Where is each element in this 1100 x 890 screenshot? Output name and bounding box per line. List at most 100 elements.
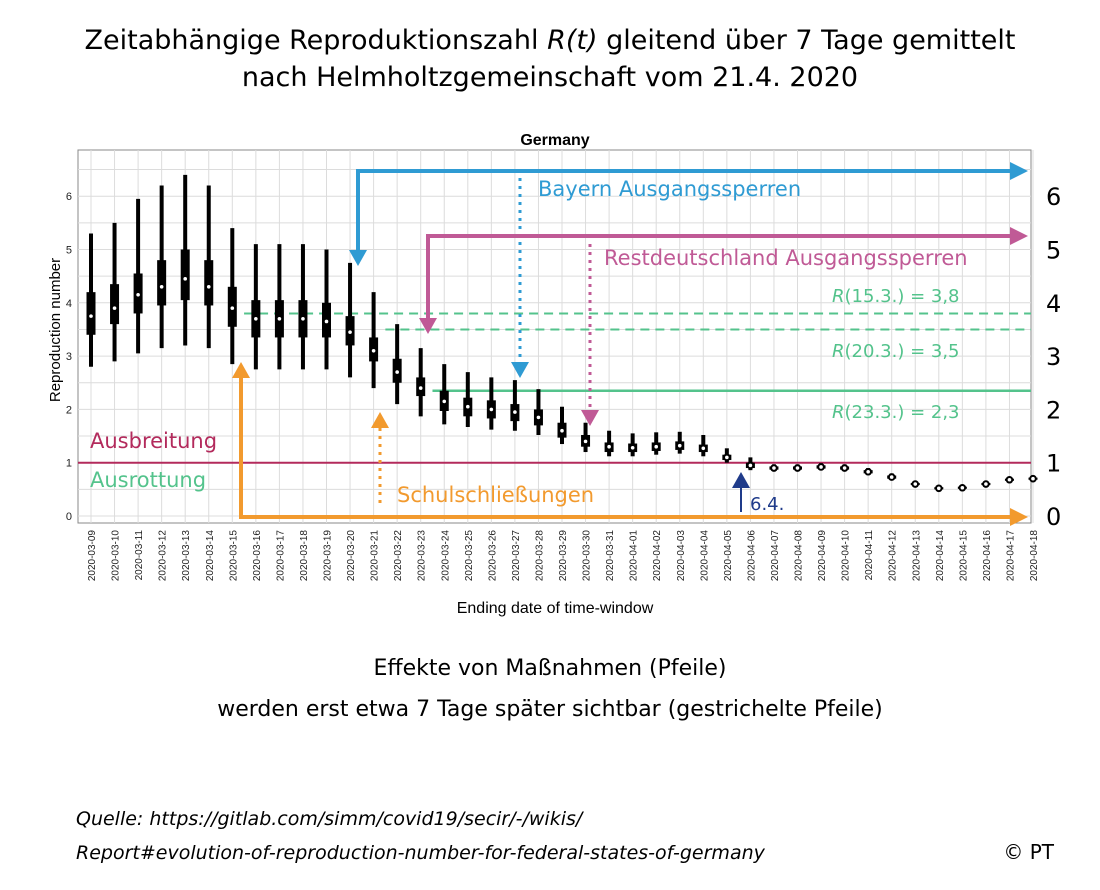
median-dot bbox=[418, 386, 423, 390]
boxplot-2020-03-30 bbox=[581, 422, 591, 453]
median-dot bbox=[206, 285, 211, 289]
median-dot bbox=[560, 428, 564, 433]
box bbox=[110, 284, 120, 325]
boxplot-2020-04-15 bbox=[957, 483, 967, 492]
boxplot-2020-04-09 bbox=[816, 463, 826, 471]
schule-arrow-head-up bbox=[232, 362, 250, 378]
median-dot bbox=[654, 444, 658, 449]
boxplot-2020-04-02 bbox=[651, 432, 661, 455]
x-tick-label: 2020-03-20 bbox=[346, 530, 357, 582]
x-tick-label: 2020-03-14 bbox=[205, 530, 216, 582]
right-axis-tick: 2 bbox=[1046, 396, 1061, 424]
boxplot-2020-03-15 bbox=[227, 228, 237, 365]
median-dot bbox=[395, 370, 399, 374]
median-dot bbox=[889, 475, 894, 479]
boxplot-2020-03-27 bbox=[510, 380, 520, 431]
x-tick-label: 2020-03-18 bbox=[299, 530, 310, 582]
boxplot-2020-04-17 bbox=[1004, 475, 1014, 484]
title-rt: R(t) bbox=[547, 25, 598, 56]
main-title-line1: Zeitabhängige Reproduktionszahl R(t) gle… bbox=[0, 24, 1100, 58]
boxplot-2020-04-08 bbox=[793, 464, 802, 472]
x-tick-label: 2020-04-17 bbox=[1005, 530, 1016, 582]
x-tick-label: 2020-03-22 bbox=[393, 530, 404, 582]
boxplot-2020-03-25 bbox=[463, 372, 473, 427]
x-axis-label: Ending date of time-window bbox=[457, 600, 654, 617]
annotation-arrows bbox=[232, 162, 1028, 526]
bayern-dotted-head bbox=[511, 362, 529, 378]
y-tick-label: 2 bbox=[66, 404, 72, 416]
boxplot-2020-04-06 bbox=[745, 457, 755, 471]
x-tick-label: 2020-04-14 bbox=[935, 530, 946, 582]
median-dot bbox=[583, 439, 588, 444]
median-dot bbox=[1031, 476, 1035, 481]
x-tick-label: 2020-04-16 bbox=[982, 530, 993, 582]
median-dot bbox=[230, 306, 235, 310]
y-tick-label: 5 bbox=[66, 245, 72, 257]
x-tick-label: 2020-03-29 bbox=[558, 530, 569, 582]
reference-lines bbox=[78, 312, 1031, 464]
boxplot-2020-03-29 bbox=[557, 406, 567, 445]
x-tick-label: 2020-04-01 bbox=[629, 530, 640, 582]
median-dot bbox=[913, 482, 918, 486]
date-64-arrow-head bbox=[732, 472, 750, 488]
median-dot bbox=[842, 466, 847, 470]
schule-label: Schulschließungen bbox=[397, 483, 594, 507]
boxplot-2020-04-04 bbox=[698, 434, 708, 457]
median-dot bbox=[772, 466, 776, 470]
r233-text: (23.3.) = 2,3 bbox=[845, 402, 960, 423]
boxplot-2020-03-17 bbox=[274, 244, 284, 370]
schule-arrow bbox=[239, 378, 1010, 519]
x-tick-label: 2020-03-10 bbox=[111, 530, 122, 582]
median-dot bbox=[630, 445, 635, 450]
right-axis-tick: 0 bbox=[1046, 503, 1061, 531]
x-tick-label: 2020-04-05 bbox=[723, 530, 734, 582]
boxplot-2020-04-05 bbox=[722, 448, 732, 463]
title-prefix: Zeitabhängige Reproduktionszahl bbox=[84, 25, 548, 56]
box bbox=[204, 260, 214, 306]
x-tick-label: 2020-04-13 bbox=[911, 530, 922, 582]
median-dot bbox=[371, 348, 376, 353]
r153-text: (15.3.) = 3,8 bbox=[845, 286, 960, 307]
copyright: © PT bbox=[1003, 840, 1054, 864]
footer-line2: werden erst etwa 7 Tage später sichtbar … bbox=[217, 697, 883, 722]
right-axis-tick: 5 bbox=[1046, 237, 1061, 265]
y-tick-label: 6 bbox=[66, 191, 72, 203]
x-tick-label: 2020-04-02 bbox=[652, 530, 663, 582]
y-tick-label: 4 bbox=[66, 298, 72, 310]
boxplot-2020-04-03 bbox=[675, 431, 685, 454]
boxplot-2020-04-13 bbox=[910, 480, 920, 488]
median-dot bbox=[324, 319, 329, 324]
median-dot bbox=[513, 410, 517, 414]
y-tick-label: 3 bbox=[66, 351, 72, 363]
x-tick-label: 2020-03-31 bbox=[605, 530, 616, 582]
boxplot-2020-03-16 bbox=[251, 244, 261, 370]
x-tick-label: 2020-03-12 bbox=[158, 530, 169, 582]
median-dot bbox=[701, 446, 706, 451]
schule-arrow-head-right bbox=[1010, 508, 1028, 526]
source-line1: Quelle: https://gitlab.com/simm/covid19/… bbox=[76, 808, 583, 830]
reproduction-chart: 0 1 2 3 4 5 6 Germany Reproduction number Endi… bbox=[47, 132, 1061, 617]
boxplot-2020-03-23 bbox=[416, 348, 426, 417]
x-tick-label: 2020-04-07 bbox=[770, 530, 781, 582]
boxplot-2020-04-14 bbox=[934, 484, 944, 493]
x-tick-label: 2020-04-11 bbox=[864, 530, 875, 581]
right-axis-tick: 4 bbox=[1046, 290, 1061, 318]
median-dot bbox=[725, 455, 729, 460]
median-dot bbox=[536, 415, 541, 420]
title-suffix: gleitend über 7 Tage gemittelt bbox=[597, 25, 1016, 56]
boxplot-2020-04-07 bbox=[769, 464, 779, 472]
right-axis: 0 1 2 3 4 5 6 bbox=[1046, 183, 1061, 531]
chart-title: Germany bbox=[520, 132, 589, 149]
schule-dotted-head bbox=[371, 412, 389, 428]
median-dot bbox=[1007, 477, 1012, 482]
rest-dotted-head bbox=[581, 410, 599, 426]
bayern-arrow-head-down bbox=[349, 250, 367, 266]
ausbreitung-label: Ausbreitung bbox=[90, 429, 217, 453]
x-tick-label: 2020-03-27 bbox=[511, 530, 522, 582]
ausrottung-label: Ausrottung bbox=[90, 468, 206, 492]
boxplot-2020-03-24 bbox=[439, 364, 449, 425]
boxplot-2020-03-26 bbox=[486, 377, 496, 430]
x-tick-label: 2020-04-12 bbox=[888, 530, 899, 582]
boxplot-2020-03-10 bbox=[110, 222, 120, 362]
x-tick-label: 2020-03-26 bbox=[487, 530, 498, 582]
